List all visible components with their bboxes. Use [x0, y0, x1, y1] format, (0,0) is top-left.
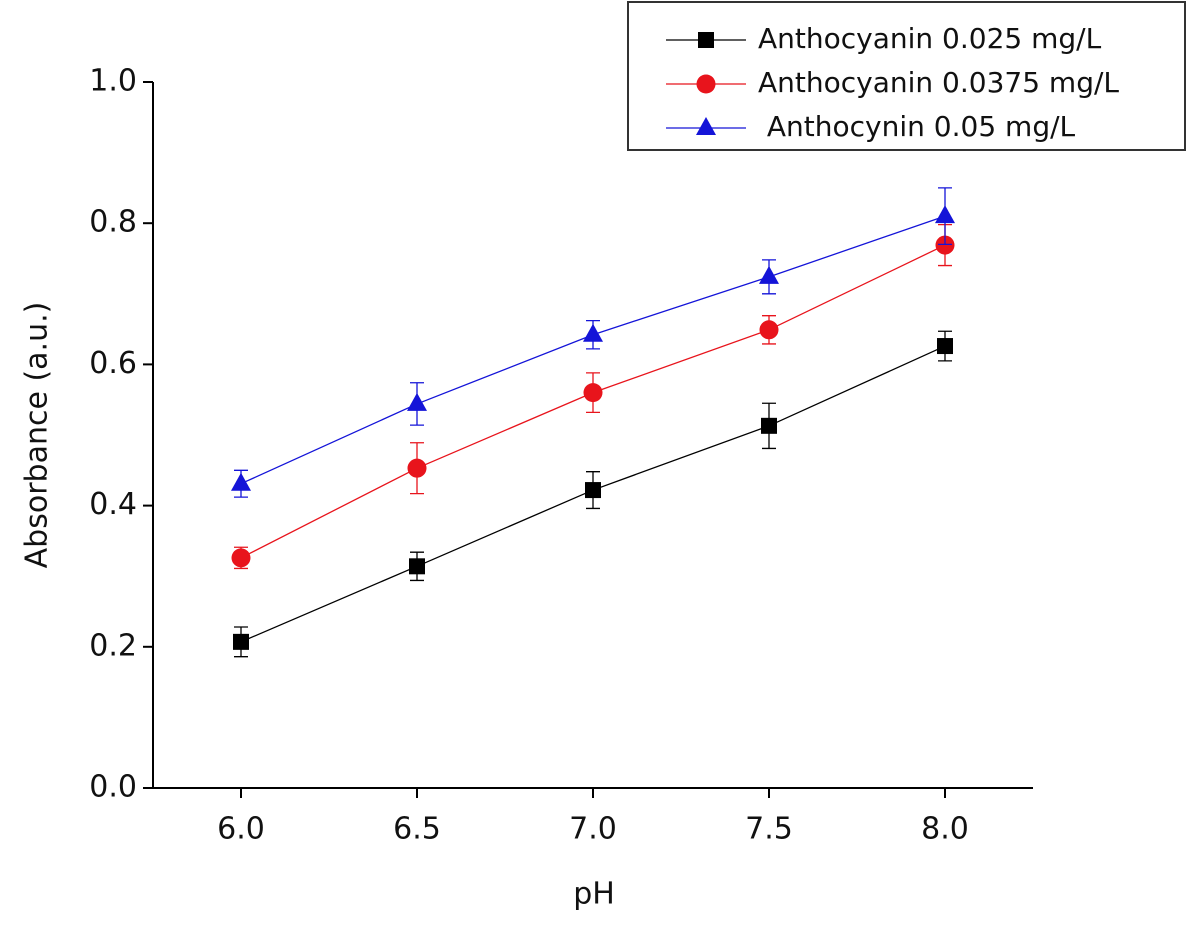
marker	[759, 320, 779, 340]
marker	[937, 338, 953, 355]
marker	[231, 548, 251, 568]
marker	[583, 323, 603, 342]
marker	[583, 383, 603, 403]
y-axis-label: Absorbance (a.u.)	[20, 302, 55, 569]
y-tick-label: 1.0	[89, 64, 137, 99]
x-axis-label: pH	[573, 877, 615, 912]
marker	[233, 633, 249, 650]
legend-label: Anthocyanin 0.025 mg/L	[758, 22, 1102, 55]
y-tick-label: 0.2	[89, 628, 137, 663]
marker	[759, 265, 779, 284]
legend-marker	[696, 117, 716, 135]
x-tick-label: 8.0	[921, 812, 969, 847]
legend-marker	[696, 74, 716, 94]
legend-box	[627, 1, 1186, 151]
x-tick-label: 7.0	[569, 812, 617, 847]
y-tick-label: 0.4	[89, 487, 137, 522]
marker	[407, 458, 427, 478]
x-tick-label: 6.5	[393, 812, 441, 847]
y-tick-label: 0.0	[89, 770, 137, 805]
marker	[761, 417, 777, 434]
marker	[407, 392, 427, 411]
series-line	[240, 215, 946, 485]
y-tick-label: 0.6	[89, 346, 137, 381]
x-tick-label: 7.5	[745, 812, 793, 847]
x-tick-label: 6.0	[217, 812, 265, 847]
legend-marker	[698, 32, 714, 48]
marker	[585, 482, 601, 499]
marker	[231, 472, 251, 491]
legend-label: Anthocyanin 0.0375 mg/L	[758, 66, 1119, 99]
marker	[935, 235, 955, 255]
legend-label: Anthocynin 0.05 mg/L	[758, 110, 1076, 143]
y-tick-label: 0.8	[89, 205, 137, 240]
marker	[935, 205, 955, 224]
marker	[409, 558, 425, 575]
